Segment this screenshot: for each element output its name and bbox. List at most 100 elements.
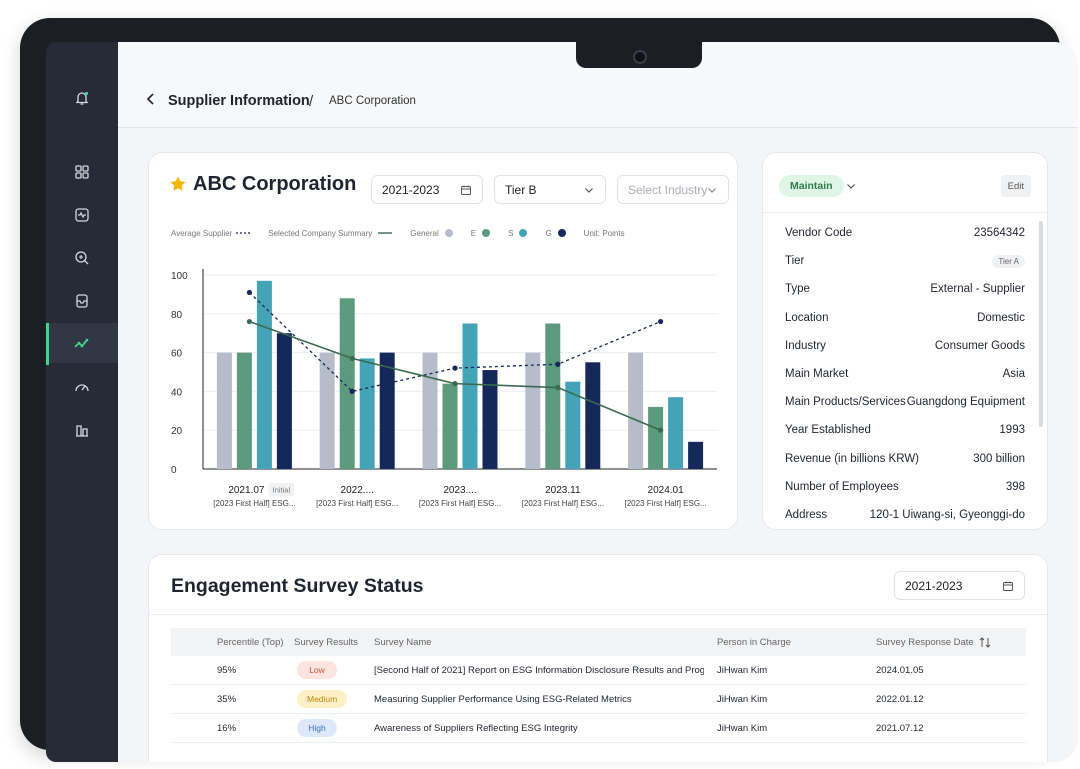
date-cell: 2024.01.05 [876, 664, 924, 676]
y-tick-label: 100 [171, 271, 188, 282]
grid-icon[interactable] [46, 152, 118, 192]
person-cell: JiHwan Kim [717, 722, 768, 734]
inbox-icon[interactable] [46, 281, 118, 321]
y-tick-label: 80 [171, 310, 183, 321]
percentile-cell: 35% [217, 693, 237, 705]
bar-g [585, 362, 601, 469]
info-label: Location [785, 311, 829, 324]
sort-icon[interactable] [979, 636, 991, 648]
info-row: Type External - Supplier [785, 280, 1025, 298]
esg-bar-chart: 0 20 40 60 80 100 2021.07 Initial [2023 First Ha… [171, 269, 717, 508]
col-percentile[interactable]: Percentile (Top) [217, 636, 284, 648]
device-frame: Supplier Information / ABC Corporation A… [20, 18, 1078, 762]
scrollbar[interactable] [1039, 221, 1043, 427]
chart-legend: Average Supplier Selected Company Summar… [171, 227, 625, 239]
date-cell: 2022.01.12 [876, 693, 924, 705]
bar-e [339, 298, 355, 469]
survey-period-picker[interactable]: 2021-2023 [894, 571, 1025, 600]
line-point [555, 384, 561, 391]
x-tick-sublabel: [2023 First Half] ESG... [419, 499, 501, 508]
line-point [658, 318, 664, 325]
percentile-cell: 16% [217, 722, 237, 734]
info-label: Revenue (in billions KRW) [785, 452, 920, 465]
edit-button[interactable]: Edit [1000, 175, 1031, 197]
status-label: Maintain [790, 180, 833, 192]
legend-s-label: S [508, 228, 514, 238]
y-tick-label: 20 [171, 426, 183, 437]
header: Supplier Information / ABC Corporation [118, 42, 1078, 128]
info-label: Main Products/Services [785, 396, 906, 409]
bar-general [216, 352, 232, 469]
x-tick-label: 2021.07 [228, 485, 265, 496]
table-row[interactable]: 35% Medium Measuring Supplier Performance … [171, 685, 1026, 714]
result-cell: Medium [297, 685, 348, 713]
camera-notch [576, 42, 702, 68]
building-icon[interactable] [46, 410, 118, 450]
survey-table: Percentile (Top) Survey Results Survey N… [171, 628, 1026, 743]
legend-e-dot [482, 229, 491, 237]
survey-card: Engagement Survey Status 2021-2023 Perce… [148, 554, 1048, 762]
result-cell: Low [297, 656, 337, 684]
survey-period-value: 2021-2023 [905, 578, 963, 593]
result-cell: High [297, 714, 337, 742]
main-content: Supplier Information / ABC Corporation A… [118, 42, 1078, 762]
legend-general-dot [444, 229, 453, 237]
tier-select[interactable]: Tier B [494, 175, 606, 204]
survey-name-cell[interactable]: Measuring Supplier Performance Using ESG… [374, 693, 632, 705]
initial-badge-bg [268, 483, 295, 496]
line-point [349, 355, 355, 362]
col-survey-name[interactable]: Survey Name [374, 636, 432, 648]
col-results[interactable]: Survey Results [294, 636, 358, 648]
result-badge: Medium [297, 690, 348, 708]
legend-summary-label: Selected Company Summary [268, 228, 373, 238]
chevron-down-icon[interactable] [845, 180, 857, 192]
table-row[interactable]: 95% Low [Second Half of 2021] Report on ES… [171, 656, 1026, 685]
info-value: 398 [1005, 480, 1025, 493]
gauge-icon[interactable] [46, 367, 118, 407]
survey-name-cell[interactable]: [Second Half of 2021] Report on ESG Info… [374, 664, 704, 676]
x-tick-sublabel: [2023 First Half] ESG... [213, 499, 295, 508]
vendor-info-card: Maintain Edit Vendor Code 23564342 Tier Tie… [762, 152, 1048, 530]
legend-general-label: General [410, 228, 439, 238]
info-row: Number of Employees 398 [785, 478, 1025, 496]
industry-placeholder: Select Industry [628, 182, 708, 197]
bar-e [442, 383, 458, 469]
info-row: Revenue (in billions KRW) 300 billion [785, 450, 1025, 468]
status-badge[interactable]: Maintain [779, 175, 844, 197]
line-point [452, 365, 458, 371]
bell-icon[interactable] [46, 78, 118, 118]
industry-select[interactable]: Select Industry [617, 175, 729, 204]
x-tick-label: 2022.... [341, 485, 374, 496]
legend-s-dot [519, 229, 528, 237]
period-picker[interactable]: 2021-2023 [371, 175, 483, 204]
date-cell: 2021.07.12 [876, 722, 924, 734]
survey-name-cell[interactable]: Awareness of Suppliers Reflecting ESG In… [374, 722, 578, 734]
trend-icon[interactable] [46, 323, 118, 365]
info-row: Vendor Code 23564342 [785, 224, 1025, 242]
back-chevron-icon[interactable] [146, 92, 156, 111]
calendar-icon [461, 185, 471, 195]
info-value: Asia [1002, 368, 1025, 380]
divider [763, 212, 1047, 213]
col-date[interactable]: Survey Response Date [876, 628, 991, 656]
line-point [658, 427, 664, 433]
bar-s [565, 381, 581, 469]
breadcrumb-parent[interactable]: Supplier Information [168, 93, 310, 109]
chevron-down-icon [708, 188, 716, 193]
initial-badge: Initial [273, 486, 291, 495]
bar-general [628, 352, 644, 469]
col-person[interactable]: Person in Charge [717, 636, 791, 648]
search-zoom-icon[interactable] [46, 238, 118, 278]
y-tick-label: 40 [171, 387, 183, 398]
table-row[interactable]: 16% High Awareness of Suppliers Reflecting… [171, 714, 1026, 743]
bar-e [545, 323, 561, 469]
legend-solid-line [378, 232, 393, 234]
breadcrumb-separator: / [309, 93, 314, 110]
y-tick-label: 0 [171, 465, 177, 476]
bar-s [256, 280, 272, 469]
line-point [349, 388, 355, 394]
survey-title: Engagement Survey Status [171, 575, 424, 597]
sidebar [46, 42, 118, 762]
pulse-icon[interactable] [46, 195, 118, 235]
star-icon[interactable] [169, 175, 187, 198]
